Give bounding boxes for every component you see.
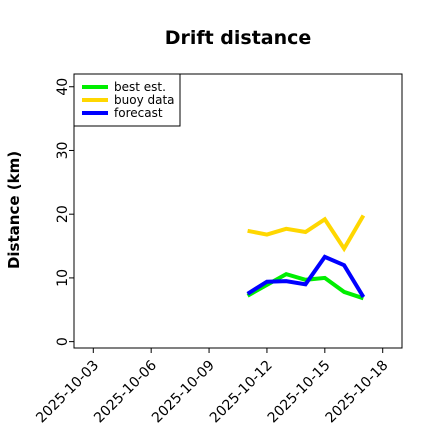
series-line-forecast — [246, 254, 366, 299]
series-line-best-est — [246, 271, 365, 301]
series-line-buoy-data — [247, 214, 366, 253]
y-tick-label: 10 — [55, 269, 71, 287]
legend-label: best est. — [114, 80, 166, 94]
y-tick-label: 0 — [55, 337, 71, 346]
series-lines — [246, 214, 366, 301]
y-axis-label: Distance (km) — [5, 151, 23, 269]
x-tick-label: 2025-10-18 — [323, 358, 392, 427]
x-axis: 2025-10-032025-10-062025-10-092025-10-12… — [33, 348, 392, 427]
y-tick-label: 30 — [55, 142, 71, 160]
y-tick-label: 20 — [55, 205, 71, 223]
chart-title: Drift distance — [165, 27, 312, 49]
legend-label: forecast — [114, 106, 163, 120]
y-tick-label: 40 — [55, 78, 71, 96]
plot-frame — [73, 73, 403, 349]
legend-label: buoy data — [114, 93, 175, 107]
y-axis: 0 10 20 30 40 — [55, 78, 74, 346]
